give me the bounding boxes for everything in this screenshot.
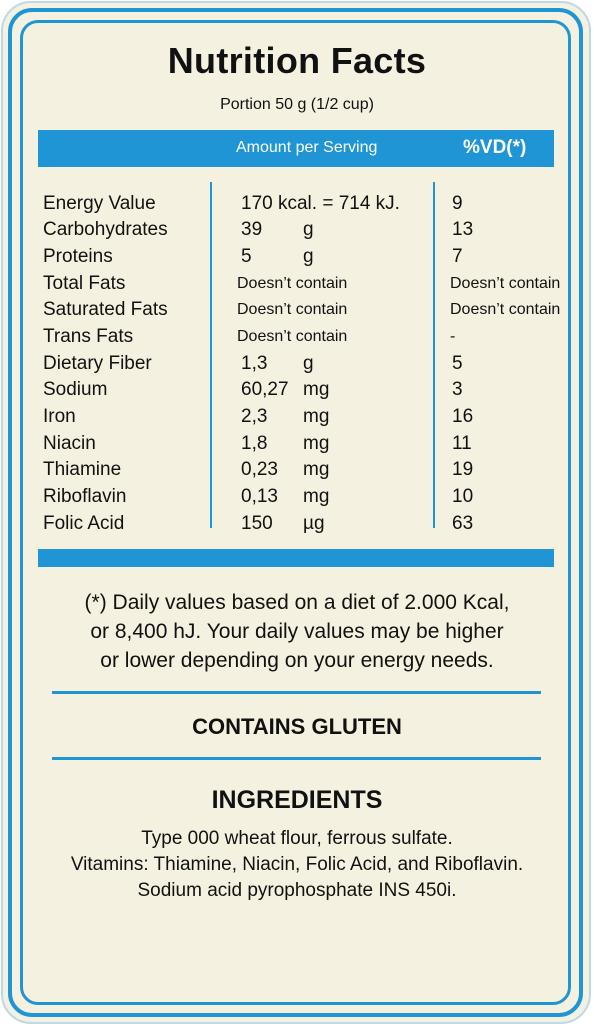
nutrient-name: Total Fats <box>43 273 126 294</box>
nutrient-amount: Doesn’t contain <box>237 301 348 318</box>
nutrient-amount: 170 kcal. = 714 kJ. <box>241 193 400 214</box>
nutrient-amount: 39 <box>241 219 263 240</box>
nutrient-unit: g <box>303 353 314 374</box>
nutrient-row: Iron 2,3 mg 16 <box>0 406 594 432</box>
footnote-line: or lower depending on your energy needs. <box>100 649 494 672</box>
allergen-warning: CONTAINS GLUTEN <box>192 714 402 739</box>
nutrient-unit: mg <box>303 486 330 507</box>
nutrient-row: Thiamine 0,23 mg 19 <box>0 459 594 485</box>
footnote-line: or 8,400 hJ. Your daily values may be hi… <box>90 620 504 643</box>
table-footer-bar <box>38 549 554 567</box>
nutrient-row: Sodium 60,27 mg 3 <box>0 379 594 405</box>
table-header-bar: Amount per Serving %VD(*) <box>38 130 554 167</box>
divider-line <box>52 757 541 760</box>
nutrient-unit: g <box>303 246 314 267</box>
amount-per-serving-header: Amount per Serving <box>236 139 378 156</box>
nutrient-row: Proteins 5 g 7 <box>0 246 594 272</box>
nutrient-name: Folic Acid <box>43 513 125 534</box>
nutrient-vd: 5 <box>452 353 463 374</box>
ingredients-line: Vitamins: Thiamine, Niacin, Folic Acid, … <box>70 854 524 875</box>
nutrient-name: Proteins <box>43 246 113 267</box>
nutrient-amount: Doesn’t contain <box>237 275 348 292</box>
nutrient-name: Trans Fats <box>43 326 134 347</box>
nutrient-unit: mg <box>303 433 330 454</box>
column-divider-right <box>433 182 435 528</box>
nutrient-name: Iron <box>43 406 76 427</box>
nutrient-row: Carbohydrates 39 g 13 <box>0 219 594 245</box>
nutrient-vd: 3 <box>452 379 463 400</box>
label-middle-border <box>8 8 583 1017</box>
footnote-line: (*) Daily values based on a diet of 2.00… <box>84 591 510 614</box>
nutrient-row: Trans Fats Doesn’t contain - <box>0 326 594 352</box>
nutrient-row: Total Fats Doesn’t contain Doesn’t conta… <box>0 273 594 299</box>
nutrient-vd: 13 <box>452 219 474 240</box>
daily-value-header: %VD(*) <box>463 137 527 158</box>
nutrient-row: Niacin 1,8 mg 11 <box>0 433 594 459</box>
nutrient-row: Saturated Fats Doesn’t contain Doesn’t c… <box>0 299 594 325</box>
nutrient-amount: 0,13 <box>241 486 278 507</box>
nutrient-name: Dietary Fiber <box>43 353 152 374</box>
nutrient-amount: 150 <box>241 513 273 534</box>
nutrient-amount: 2,3 <box>241 406 268 427</box>
nutrient-name: Energy Value <box>43 193 156 214</box>
nutrient-vd: 11 <box>452 433 472 454</box>
nutrient-unit: mg <box>303 459 330 480</box>
nutrient-vd: Doesn’t contain <box>450 301 561 318</box>
nutrient-amount: 0,23 <box>241 459 278 480</box>
label-title: Nutrition Facts <box>167 40 427 81</box>
nutrient-amount: 60,27 <box>241 379 289 400</box>
divider-line <box>52 691 541 694</box>
nutrient-amount: 1,3 <box>241 353 268 374</box>
nutrient-name: Riboflavin <box>43 486 127 507</box>
nutrient-row: Energy Value 170 kcal. = 714 kJ. 9 <box>0 193 594 219</box>
nutrient-unit: mg <box>303 406 330 427</box>
ingredients-line: Type 000 wheat flour, ferrous sulfate. <box>141 828 453 849</box>
nutrient-name: Saturated Fats <box>43 299 168 320</box>
nutrient-row: Dietary Fiber 1,3 g 5 <box>0 353 594 379</box>
nutrient-row: Riboflavin 0,13 mg 10 <box>0 486 594 512</box>
nutrient-row: Folic Acid 150 µg 63 <box>0 513 594 539</box>
nutrient-vd: 19 <box>452 459 474 480</box>
nutrient-name: Sodium <box>43 379 108 400</box>
nutrient-name: Thiamine <box>43 459 122 480</box>
nutrient-vd: 9 <box>452 193 463 214</box>
nutrient-amount: Doesn’t contain <box>237 328 348 345</box>
nutrient-unit: µg <box>303 513 325 534</box>
nutrient-amount: 5 <box>241 246 252 267</box>
nutrient-vd: 7 <box>452 246 463 267</box>
ingredients-heading: INGREDIENTS <box>211 786 383 814</box>
ingredients-line: Sodium acid pyrophosphate INS 450i. <box>137 880 457 901</box>
nutrient-vd: 63 <box>452 513 474 534</box>
nutrient-vd: Doesn’t contain <box>450 275 561 292</box>
nutrient-vd: 16 <box>452 406 474 427</box>
daily-value-footnote: (*) Daily values based on a diet of 2.00… <box>40 588 554 675</box>
nutrient-vd: - <box>450 328 456 345</box>
ingredients-list: Type 000 wheat flour, ferrous sulfate. V… <box>30 826 564 904</box>
nutrient-name: Carbohydrates <box>43 219 168 240</box>
nutrient-unit: mg <box>303 379 330 400</box>
nutrient-unit: g <box>303 219 314 240</box>
column-divider-left <box>210 182 212 528</box>
nutrient-name: Niacin <box>43 433 96 454</box>
nutrient-vd: 10 <box>452 486 474 507</box>
label-inner-border <box>20 20 571 1005</box>
nutrient-amount: 1,8 <box>241 433 268 454</box>
portion-size: Portion 50 g (1/2 cup) <box>220 96 374 113</box>
